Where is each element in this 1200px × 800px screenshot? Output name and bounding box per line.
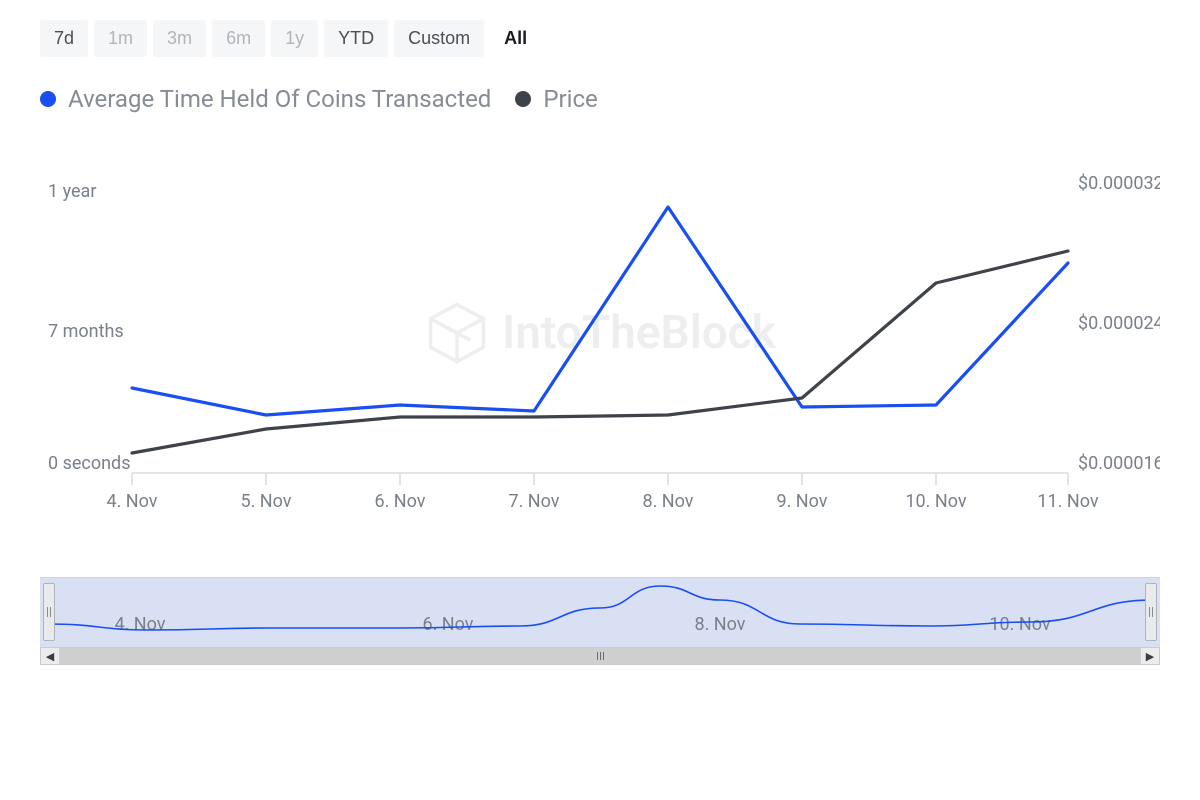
svg-text:8. Nov: 8. Nov [642, 491, 693, 512]
svg-text:1 year: 1 year [48, 181, 96, 202]
legend-item-price[interactable]: Price [515, 85, 597, 113]
svg-text:0 seconds: 0 seconds [48, 453, 131, 474]
svg-text:$0.000016: $0.000016 [1078, 453, 1160, 474]
legend-label: Price [543, 85, 597, 113]
svg-text:10. Nov: 10. Nov [905, 491, 966, 512]
scrollbar-track[interactable] [59, 648, 1141, 664]
range-7d[interactable]: 7d [40, 20, 88, 57]
svg-text:5. Nov: 5. Nov [240, 491, 291, 512]
chart-legend: Average Time Held Of Coins Transacted Pr… [40, 85, 1160, 113]
svg-text:$0.000024: $0.000024 [1078, 313, 1160, 334]
range-all[interactable]: All [490, 20, 541, 57]
chart-navigator[interactable]: 4. Nov 6. Nov 8. Nov 10. Nov ◀ ▶ [40, 577, 1160, 665]
svg-text:11. Nov: 11. Nov [1037, 491, 1098, 512]
legend-label: Average Time Held Of Coins Transacted [68, 85, 491, 113]
range-6m[interactable]: 6m [212, 20, 265, 57]
range-1y[interactable]: 1y [271, 20, 318, 57]
svg-text:10. Nov: 10. Nov [989, 614, 1050, 635]
navigator-handle-left[interactable] [43, 583, 55, 641]
svg-text:7. Nov: 7. Nov [508, 491, 559, 512]
svg-text:7 months: 7 months [48, 321, 124, 342]
range-3m[interactable]: 3m [153, 20, 206, 57]
legend-dot-icon [40, 91, 56, 107]
scroll-left-icon[interactable]: ◀ [41, 647, 59, 665]
svg-text:6. Nov: 6. Nov [422, 614, 473, 635]
svg-text:8. Nov: 8. Nov [694, 614, 745, 635]
svg-text:$0.000032: $0.000032 [1078, 173, 1160, 194]
time-range-toolbar: 7d 1m 3m 6m 1y YTD Custom All [40, 20, 1160, 57]
range-1m[interactable]: 1m [94, 20, 147, 57]
chart-canvas: 1 year 7 months 0 seconds $0.000032 $0.00002… [40, 173, 1160, 533]
range-ytd[interactable]: YTD [324, 20, 388, 57]
scroll-right-icon[interactable]: ▶ [1141, 647, 1159, 665]
svg-text:4. Nov: 4. Nov [114, 614, 165, 635]
navigator-canvas: 4. Nov 6. Nov 8. Nov 10. Nov [40, 577, 1160, 647]
svg-text:9. Nov: 9. Nov [776, 491, 827, 512]
navigator-handle-right[interactable] [1145, 583, 1157, 641]
svg-text:6. Nov: 6. Nov [374, 491, 425, 512]
range-custom[interactable]: Custom [394, 20, 484, 57]
main-chart[interactable]: IntoTheBlock 1 year7 months0 seconds$0.0… [40, 173, 1160, 553]
navigator-scrollbar[interactable]: ◀ ▶ [40, 647, 1160, 665]
legend-dot-icon [515, 91, 531, 107]
svg-text:4. Nov: 4. Nov [106, 491, 157, 512]
legend-item-avg-time[interactable]: Average Time Held Of Coins Transacted [40, 85, 491, 113]
scrollbar-grip-icon [597, 652, 604, 660]
